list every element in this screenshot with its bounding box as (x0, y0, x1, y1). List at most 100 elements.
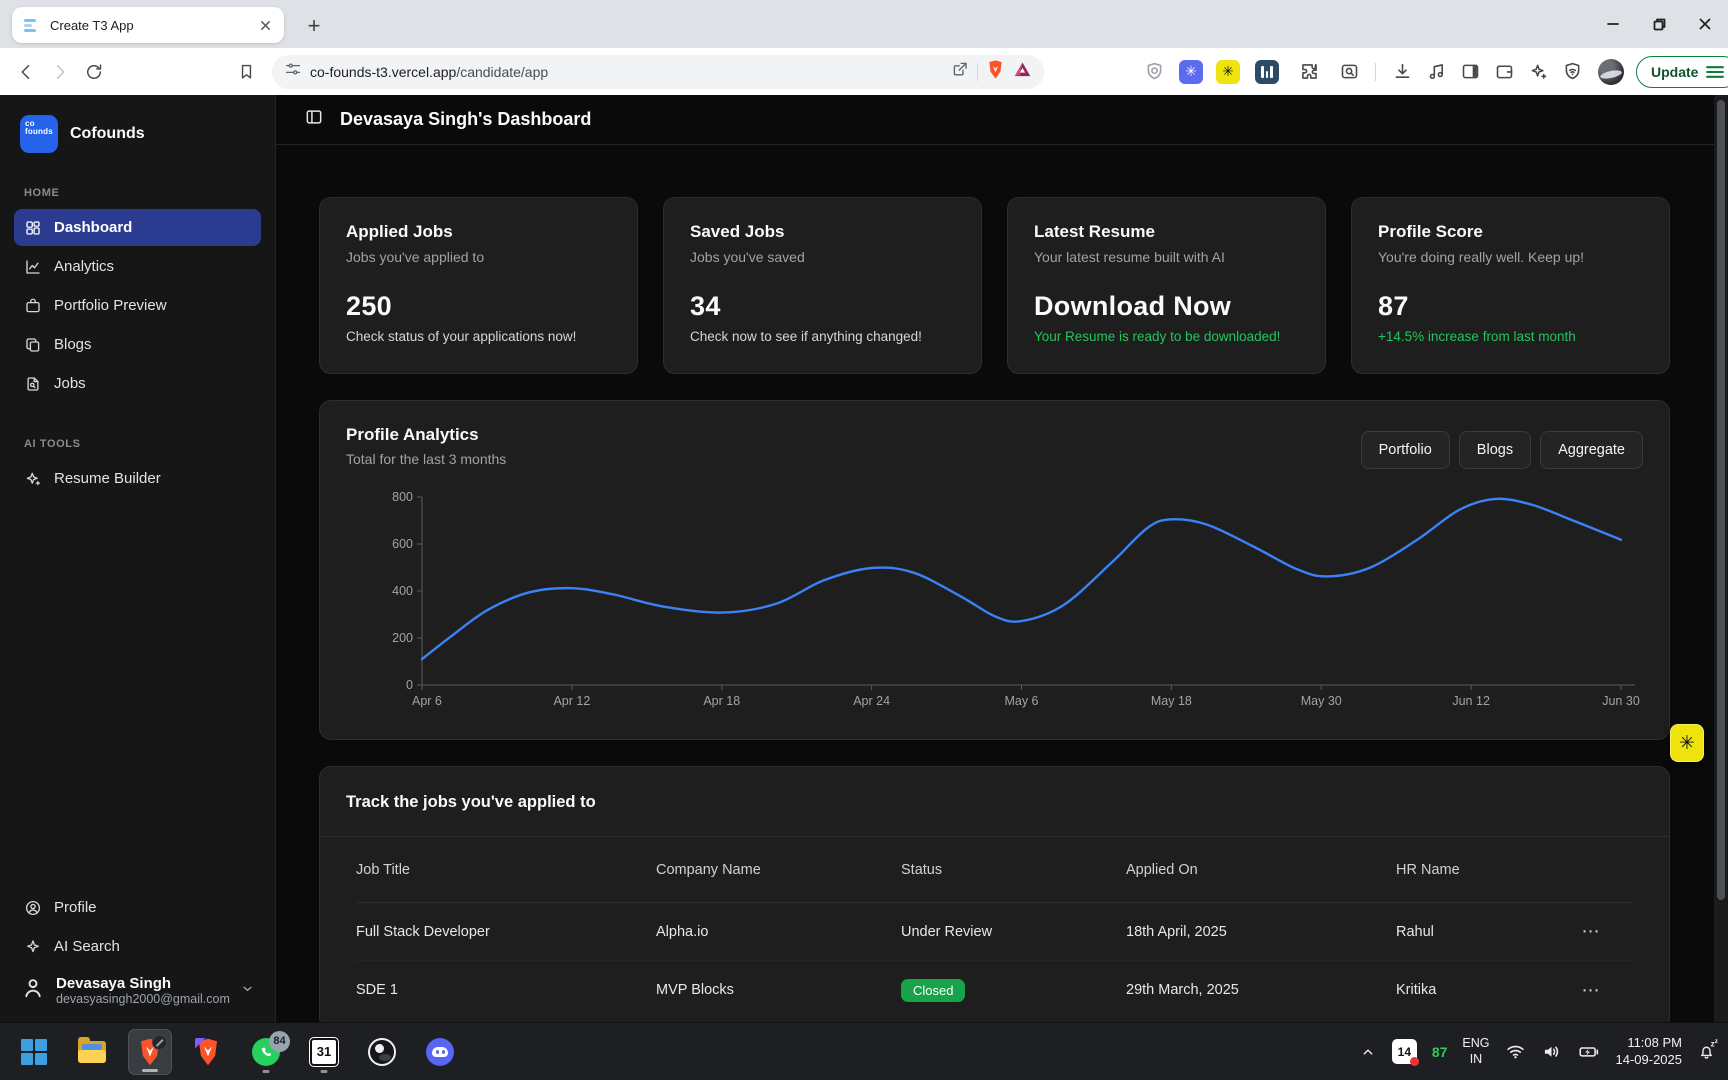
reload-icon[interactable] (78, 56, 110, 88)
col-status: Status (901, 862, 1126, 878)
tray-counter-badge[interactable]: 87 (1432, 1044, 1448, 1060)
media-icon[interactable] (1420, 56, 1452, 88)
tray-date: 14-09-2025 (1616, 1052, 1683, 1069)
new-tab-button[interactable]: + (300, 12, 328, 40)
download-now-link[interactable]: Download Now (1034, 291, 1299, 322)
brave-rewards-icon[interactable] (1013, 61, 1032, 83)
clock[interactable]: 11:08 PM 14-09-2025 (1616, 1035, 1683, 1069)
extension-blue-asterisk-icon[interactable]: ✳ (1179, 60, 1203, 84)
sidebar-item-profile[interactable]: Profile (14, 889, 261, 926)
extension-yellow-asterisk-icon[interactable]: ✳ (1216, 60, 1240, 84)
user-menu[interactable]: Devasaya Singh devasyasingh2000@gmail.co… (14, 967, 261, 1010)
sidebar-item-jobs[interactable]: Jobs (14, 365, 261, 402)
svg-text:Apr 6: Apr 6 (412, 694, 442, 708)
page-title: Devasaya Singh's Dashboard (340, 109, 591, 130)
status-badge: Closed (901, 979, 965, 1002)
bookmark-icon[interactable] (230, 56, 262, 88)
tab-close-icon[interactable] (256, 16, 274, 34)
taskbar-apps: 84 31 (12, 1029, 462, 1075)
sidebar-item-portfolio-preview[interactable]: Portfolio Preview (14, 287, 261, 324)
line-chart-svg: 0200400600800Apr 6Apr 12Apr 18Apr 24May … (346, 483, 1643, 721)
user-email: devasyasingh2000@gmail.com (56, 992, 230, 1006)
table-row[interactable]: SDE 1 MVP Blocks Closed 29th March, 2025… (356, 961, 1633, 1019)
table-row[interactable]: Full Stack Developer Alpha.io Under Revi… (356, 903, 1633, 961)
window-close-icon[interactable] (1682, 0, 1728, 48)
start-button[interactable] (12, 1029, 56, 1075)
row-menu-icon[interactable]: ⋯ (1571, 921, 1611, 942)
divider (977, 63, 978, 81)
downloads-icon[interactable] (1386, 56, 1418, 88)
col-job-title: Job Title (356, 862, 656, 878)
sidebar-item-dashboard[interactable]: Dashboard (14, 209, 261, 246)
site-settings-icon[interactable] (284, 60, 302, 83)
sidebar-panel-icon[interactable] (1454, 56, 1486, 88)
file-explorer-button[interactable] (70, 1029, 114, 1075)
extension-h-icon[interactable] (1255, 60, 1279, 84)
url-bar[interactable]: co-founds-t3.vercel.app/candidate/app (272, 55, 1044, 89)
wallet-icon[interactable] (1488, 56, 1520, 88)
profile-avatar-icon[interactable] (1598, 59, 1624, 85)
page-header: Devasaya Singh's Dashboard (276, 95, 1714, 145)
notifications-bell-icon[interactable]: zz (1697, 1042, 1716, 1061)
sidebar-item-blogs[interactable]: Blogs (14, 326, 261, 363)
sidebar-toggle-icon[interactable] (304, 107, 324, 132)
card-saved-jobs[interactable]: Saved Jobs Jobs you've saved 34 Check no… (663, 197, 982, 374)
applied-jobs-count: 250 (346, 291, 611, 322)
scrollbar-thumb[interactable] (1717, 100, 1725, 900)
browser-titlebar: Create T3 App + (0, 0, 1728, 48)
row-menu-icon[interactable]: ⋯ (1571, 980, 1611, 1001)
section-label-ai-tools: AI TOOLS (14, 438, 261, 460)
card-latest-resume[interactable]: Latest Resume Your latest resume built w… (1007, 197, 1326, 374)
floating-extension-button[interactable]: ✳ (1670, 724, 1704, 762)
main-content: Devasaya Singh's Dashboard Applied Jobs … (276, 95, 1714, 1022)
briefcase-icon (24, 297, 42, 315)
tray-calendar-icon[interactable]: 14 (1392, 1039, 1417, 1064)
battery-charging-icon[interactable] (1577, 1041, 1601, 1062)
wifi-icon[interactable] (1505, 1041, 1526, 1062)
jobs-table-title: Track the jobs you've applied to (320, 767, 1669, 837)
window-restore-icon[interactable] (1636, 0, 1682, 48)
sidebar-item-analytics[interactable]: Analytics (14, 248, 261, 285)
card-applied-jobs[interactable]: Applied Jobs Jobs you've applied to 250 … (319, 197, 638, 374)
search-tabs-icon[interactable] (1333, 56, 1365, 88)
analytics-line-chart: 0200400600800Apr 6Apr 12Apr 18Apr 24May … (346, 483, 1643, 721)
whatsapp-icon: 84 (252, 1038, 280, 1066)
tray-chevron-up-icon[interactable] (1359, 1043, 1377, 1061)
sidebar-item-resume-builder[interactable]: Resume Builder (14, 460, 261, 497)
obs-icon (368, 1038, 396, 1066)
brave-badge-icon (152, 1035, 167, 1050)
extensions-puzzle-icon[interactable] (1293, 56, 1325, 88)
back-icon[interactable] (10, 56, 42, 88)
nav-section-ai-tools: AI TOOLS Resume Builder (14, 438, 261, 499)
brave-nightly-button[interactable] (186, 1029, 230, 1075)
vpn-shield-icon[interactable] (1556, 56, 1588, 88)
page-scrollbar[interactable] (1714, 95, 1728, 1022)
card-profile-score[interactable]: Profile Score You're doing really well. … (1351, 197, 1670, 374)
blogs-filter-button[interactable]: Blogs (1459, 431, 1531, 469)
forward-icon[interactable] (44, 56, 76, 88)
col-hr-name: HR Name (1396, 862, 1571, 878)
portfolio-filter-button[interactable]: Portfolio (1361, 431, 1450, 469)
svg-text:0: 0 (406, 678, 413, 692)
url-text[interactable]: co-founds-t3.vercel.app/candidate/app (310, 64, 943, 80)
analytics-icon (24, 258, 42, 276)
brave-shields-icon[interactable] (986, 59, 1005, 85)
obs-button[interactable] (360, 1029, 404, 1075)
content: Applied Jobs Jobs you've applied to 250 … (276, 145, 1714, 1022)
language-indicator[interactable]: ENGIN (1462, 1036, 1489, 1067)
whatsapp-button[interactable]: 84 (244, 1029, 288, 1075)
leo-ai-icon[interactable] (1522, 56, 1554, 88)
share-icon[interactable] (951, 60, 969, 83)
discord-button[interactable] (418, 1029, 462, 1075)
browser-update-button[interactable]: Update (1636, 56, 1728, 88)
sidebar-item-ai-search[interactable]: AI Search (14, 928, 261, 965)
browser-tab[interactable]: Create T3 App (12, 7, 284, 43)
extension-shield-icon[interactable] (1138, 56, 1170, 88)
aggregate-filter-button[interactable]: Aggregate (1540, 431, 1643, 469)
window-minimize-icon[interactable] (1590, 0, 1636, 48)
brave-browser-button[interactable] (128, 1029, 172, 1075)
analytics-subtitle: Total for the last 3 months (346, 451, 506, 467)
volume-icon[interactable] (1541, 1041, 1562, 1062)
calendar-app-button[interactable]: 31 (302, 1029, 346, 1075)
svg-text:600: 600 (392, 537, 413, 551)
